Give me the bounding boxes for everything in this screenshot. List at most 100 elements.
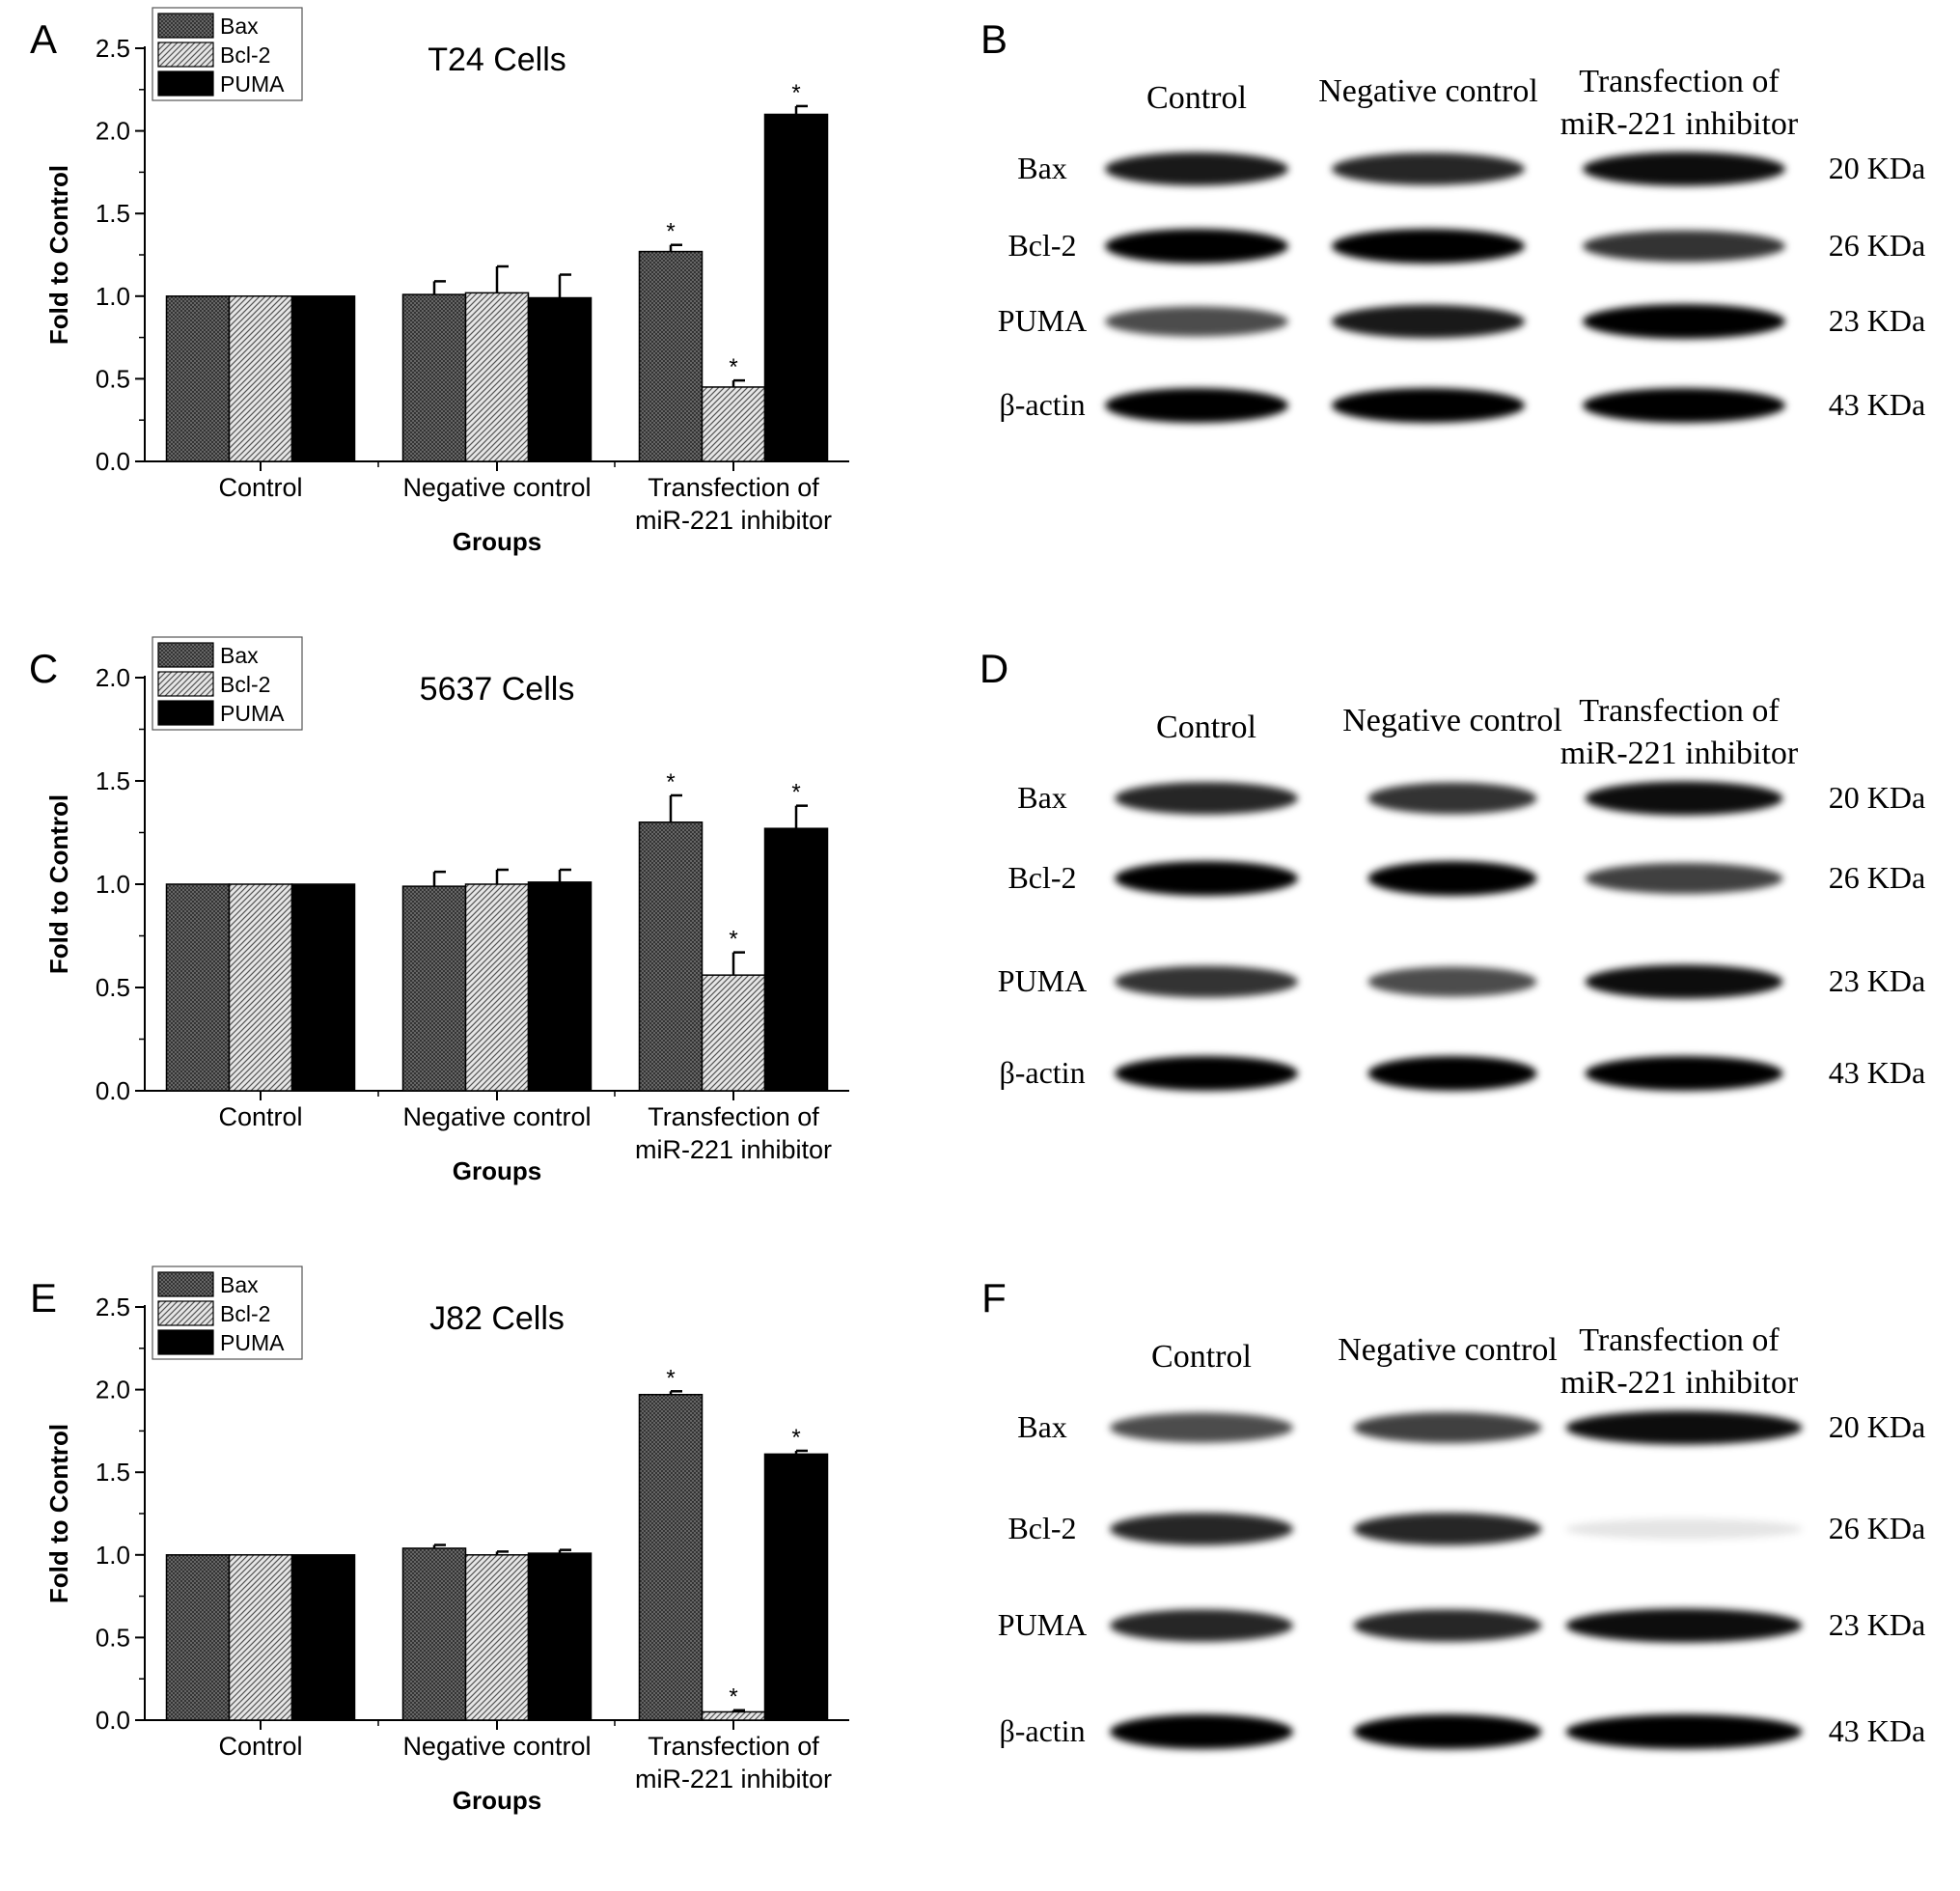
significance-marker: * (791, 780, 800, 806)
bar-puma (763, 827, 829, 1092)
legend-label: Bcl-2 (220, 1301, 270, 1326)
chart-panel-e: E 0.0 0.5 1.0 1.5 2.0 2.5 Fold to Control Contro… (0, 1259, 965, 1886)
bar-bax (401, 293, 467, 462)
protein-band (1367, 1056, 1537, 1091)
y-tick-label: 1.0 (96, 1541, 130, 1570)
x-tick-label: miR-221 inhibitor (635, 506, 832, 535)
significance-marker: * (666, 769, 675, 795)
lane-label: Transfection of (1579, 1322, 1780, 1358)
bar-bcl-2 (228, 883, 293, 1092)
protein-band (1353, 1513, 1542, 1545)
x-axis-label: Groups (453, 1786, 541, 1815)
bar-bcl-2 (701, 1710, 766, 1721)
protein-band (1332, 229, 1525, 264)
protein-band (1105, 306, 1288, 337)
lane-label: Control (1146, 80, 1247, 116)
bar-puma (290, 1554, 356, 1721)
protein-band (1565, 1518, 1803, 1540)
molecular-weight-label: 23 KDa (1829, 1607, 1925, 1642)
protein-label: Bax (1017, 1409, 1067, 1444)
panel-letter: F (981, 1275, 1007, 1321)
x-tick-label: Control (218, 473, 302, 502)
molecular-weight-label: 43 KDa (1829, 1055, 1925, 1090)
molecular-weight-label: 43 KDa (1829, 387, 1925, 422)
y-tick-label: 1.5 (96, 1458, 130, 1487)
bar-bax (638, 1393, 704, 1721)
bar-puma (763, 113, 829, 462)
bar-bax (165, 1554, 231, 1721)
protein-band (1367, 782, 1537, 815)
protein-band (1583, 388, 1785, 423)
significance-marker: * (729, 927, 737, 953)
y-axis-label: Fold to Control (44, 165, 73, 345)
protein-band (1367, 861, 1537, 896)
molecular-weight-label: 26 KDa (1829, 228, 1925, 263)
lane-label: Negative control (1338, 1332, 1558, 1368)
x-tick-label: Negative control (402, 1732, 591, 1761)
protein-label: β-actin (999, 1055, 1085, 1090)
legend-swatch-bcl-2 (157, 1300, 214, 1326)
protein-band (1583, 304, 1785, 339)
x-tick-label: Negative control (402, 473, 591, 502)
bar-bcl-2 (701, 974, 766, 1092)
significance-marker: * (666, 1365, 675, 1391)
protein-band (1332, 304, 1525, 339)
chart-title: T24 Cells (428, 42, 566, 78)
protein-band (1565, 1608, 1803, 1643)
bar-puma (763, 1453, 829, 1721)
protein-band (1565, 1714, 1803, 1749)
bar-bax (401, 1547, 467, 1721)
chart-panel-c: C 0.0 0.5 1.0 1.5 2.0 Fold to Control Control Ne… (0, 629, 965, 1257)
chart-title: J82 Cells (429, 1300, 565, 1337)
lane-label: Transfection of (1579, 64, 1780, 99)
molecular-weight-label: 23 KDa (1829, 963, 1925, 998)
bar-bcl-2 (228, 1554, 293, 1721)
y-tick-label: 1.0 (96, 282, 130, 311)
molecular-weight-label: 20 KDa (1829, 1409, 1925, 1444)
protein-band (1583, 230, 1785, 263)
y-tick-label: 1.5 (96, 766, 130, 795)
legend-label: PUMA (220, 1330, 285, 1355)
protein-label: Bax (1017, 780, 1067, 815)
protein-label: Bcl-2 (1008, 1511, 1076, 1545)
bar-puma (527, 881, 593, 1092)
lane-label: Negative control (1342, 703, 1562, 738)
molecular-weight-label: 26 KDa (1829, 1511, 1925, 1545)
protein-band (1332, 153, 1525, 185)
bar-puma (527, 296, 593, 462)
y-axis-label: Fold to Control (44, 794, 73, 974)
bar-bax (638, 250, 704, 462)
y-tick-label: 2.0 (96, 663, 130, 692)
legend-swatch-puma (157, 700, 214, 726)
y-tick-label: 2.0 (96, 1376, 130, 1404)
molecular-weight-label: 20 KDa (1829, 780, 1925, 815)
panel-letter: E (30, 1275, 57, 1321)
protein-band (1353, 1714, 1542, 1749)
x-tick-label: Control (218, 1102, 302, 1131)
x-tick-label: miR-221 inhibitor (635, 1135, 832, 1164)
bar-bcl-2 (464, 292, 530, 462)
protein-label: Bcl-2 (1008, 860, 1076, 895)
protein-band (1110, 1609, 1293, 1642)
bar-bcl-2 (464, 883, 530, 1092)
protein-band (1565, 1410, 1803, 1445)
protein-band (1105, 152, 1288, 186)
protein-label: Bcl-2 (1008, 228, 1076, 263)
molecular-weight-label: 23 KDa (1829, 303, 1925, 338)
protein-label: PUMA (998, 303, 1087, 338)
western-blot-d: D Control Negative control Transfection of m… (980, 646, 1925, 1091)
protein-band (1332, 388, 1525, 423)
bar-chart-e: E 0.0 0.5 1.0 1.5 2.0 2.5 Fold to Control Contro… (30, 1265, 849, 1815)
lane-label: Control (1156, 709, 1256, 745)
protein-band (1105, 388, 1288, 423)
significance-marker: * (729, 354, 737, 380)
lane-label: miR-221 inhibitor (1560, 736, 1799, 771)
protein-band (1353, 1609, 1542, 1642)
legend-swatch-bcl-2 (157, 671, 214, 697)
bar-bax (401, 885, 467, 1092)
protein-band (1353, 1412, 1542, 1443)
protein-band (1115, 1056, 1298, 1091)
y-tick-label: 0.0 (96, 1706, 130, 1735)
significance-marker: * (791, 80, 800, 106)
legend-label: Bax (220, 14, 259, 39)
